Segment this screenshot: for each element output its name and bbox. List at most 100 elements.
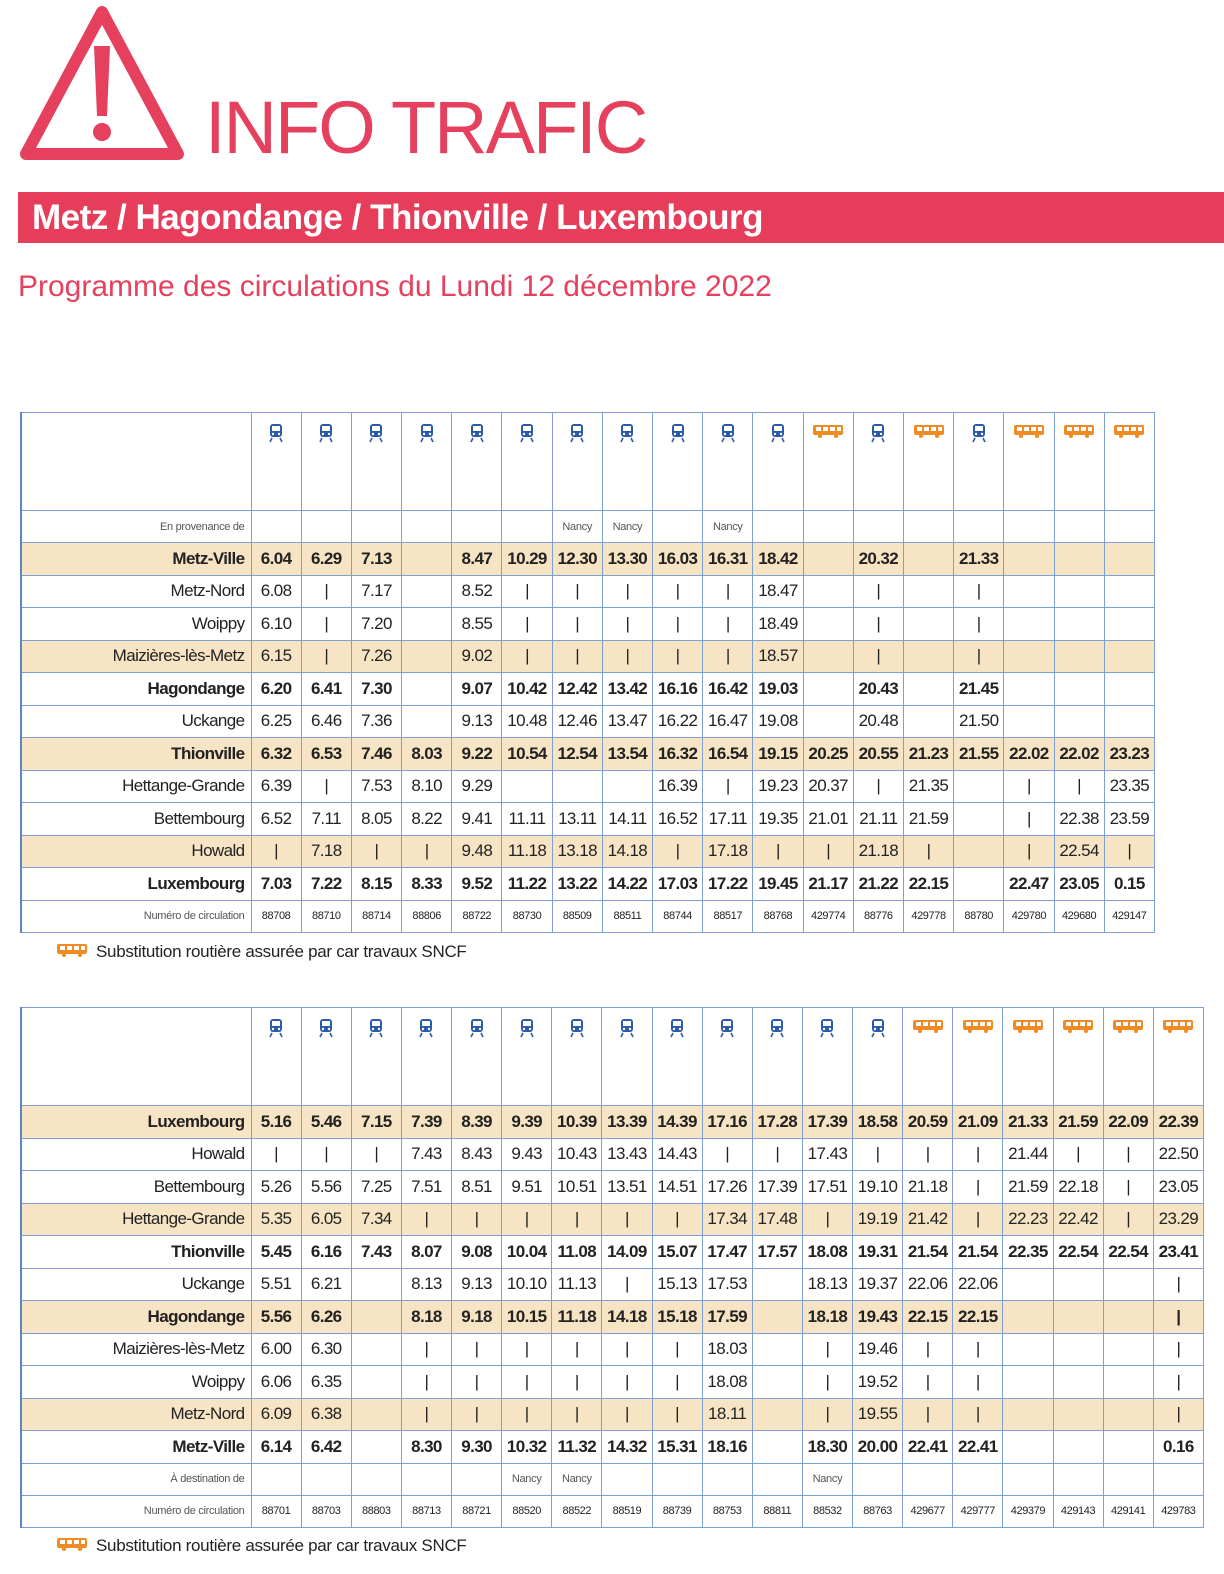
time-cell: | — [501, 1332, 553, 1366]
station-row: Hagondange 6.20 6.41 7.30 9.07 10.42 12.42 13.4… — [20, 672, 1156, 706]
time-cell: 12.54 — [551, 737, 603, 771]
time-cell: | — [501, 1397, 553, 1431]
origin-cell — [1103, 510, 1156, 543]
destination-cell: Nancy — [501, 1462, 553, 1496]
time-cell: 7.34 — [350, 1202, 402, 1236]
time-cell: 11.18 — [551, 1300, 603, 1334]
station-row: Bettembourg 5.26 5.56 7.25 7.51 8.51 9.51 10.51… — [20, 1170, 1205, 1204]
time-cell: 22.54 — [1102, 1235, 1154, 1269]
time-cell: 21.55 — [953, 737, 1005, 771]
time-cell: 16.47 — [702, 704, 754, 738]
time-cell: 22.54 — [1052, 1235, 1104, 1269]
time-cell: 10.39 — [551, 1105, 603, 1139]
time-cell: | — [651, 1202, 703, 1236]
time-cell: 0.16 — [1152, 1430, 1205, 1464]
time-cell: 19.46 — [851, 1332, 904, 1366]
mode-icon — [852, 412, 904, 511]
time-cell: | — [601, 574, 654, 608]
time-cell: 10.04 — [501, 1235, 553, 1269]
time-cell — [902, 607, 955, 641]
time-cell: 21.11 — [852, 802, 904, 836]
time-cell: 16.54 — [702, 737, 754, 771]
time-cell: 10.54 — [501, 737, 553, 771]
time-cell: | — [551, 574, 603, 608]
time-cell — [1103, 704, 1156, 738]
destination-cell — [400, 1462, 453, 1496]
train-number: 88710 — [300, 899, 352, 933]
time-cell: 22.35 — [1002, 1235, 1054, 1269]
time-cell: 11.11 — [501, 802, 553, 836]
time-cell — [350, 1430, 402, 1464]
time-cell: 13.42 — [601, 672, 654, 706]
time-cell: 14.32 — [601, 1430, 653, 1464]
time-cell: | — [651, 1397, 703, 1431]
time-cell: | — [953, 607, 1005, 641]
time-cell: 21.45 — [953, 672, 1005, 706]
time-cell: 7.26 — [350, 639, 403, 673]
time-cell: | — [450, 1202, 503, 1236]
destination-cell — [701, 1462, 753, 1496]
time-cell: 16.32 — [651, 737, 704, 771]
time-cell — [751, 1365, 803, 1399]
time-cell — [802, 607, 854, 641]
time-cell: 6.42 — [300, 1430, 352, 1464]
mode-icon — [801, 1007, 854, 1106]
time-cell — [751, 1332, 803, 1366]
time-cell — [1103, 607, 1156, 641]
time-cell: 8.47 — [451, 542, 503, 576]
time-cell: | — [902, 1365, 954, 1399]
title: INFO TRAFIC — [205, 86, 648, 169]
train-number: 429141 — [1102, 1494, 1154, 1528]
time-cell: 8.30 — [400, 1430, 453, 1464]
time-cell: 9.29 — [451, 769, 503, 803]
train-number: 88739 — [651, 1494, 703, 1528]
train-number: 88517 — [702, 899, 754, 933]
time-cell — [1003, 542, 1055, 576]
time-cell: 14.43 — [651, 1137, 703, 1171]
time-cell: 10.51 — [551, 1170, 603, 1204]
station-name: Maizières-lès-Metz — [20, 1332, 252, 1366]
time-cell: 10.43 — [551, 1137, 603, 1171]
time-cell: 21.42 — [902, 1202, 954, 1236]
time-cell: 7.17 — [350, 574, 403, 608]
time-cell: 10.32 — [501, 1430, 553, 1464]
time-cell: 5.56 — [300, 1170, 352, 1204]
mode-icon — [350, 412, 403, 511]
time-cell: 19.52 — [851, 1365, 904, 1399]
destination-cell — [450, 1462, 503, 1496]
time-cell: | — [501, 639, 553, 673]
origin-cell — [651, 510, 704, 543]
mode-icon — [651, 1007, 703, 1106]
train-number: 88714 — [350, 899, 403, 933]
mode-icon — [501, 412, 553, 511]
time-cell: 7.43 — [400, 1137, 453, 1171]
time-cell — [1052, 1397, 1104, 1431]
corner — [20, 1007, 252, 1106]
time-cell: 17.18 — [702, 834, 754, 868]
station-name: Bettembourg — [20, 802, 252, 836]
time-cell: 19.37 — [851, 1267, 904, 1301]
time-cell — [1102, 1397, 1154, 1431]
time-cell: 9.41 — [451, 802, 503, 836]
time-cell: 6.06 — [250, 1365, 302, 1399]
time-cell: | — [551, 1202, 603, 1236]
train-number: 88776 — [852, 899, 904, 933]
time-cell: 13.11 — [551, 802, 603, 836]
time-cell: 22.09 — [1102, 1105, 1154, 1139]
time-cell: 8.33 — [401, 867, 453, 901]
time-cell: | — [601, 1267, 653, 1301]
mode-icon — [1052, 1007, 1104, 1106]
time-cell — [350, 1332, 402, 1366]
time-cell: 6.10 — [250, 607, 302, 641]
time-cell: 8.15 — [350, 867, 403, 901]
time-cell: 21.17 — [802, 867, 854, 901]
mode-icon — [751, 1007, 803, 1106]
time-cell: 19.03 — [752, 672, 804, 706]
time-cell: 17.39 — [751, 1170, 803, 1204]
time-cell: 17.28 — [751, 1105, 803, 1139]
time-cell: 22.23 — [1002, 1202, 1054, 1236]
time-cell: 6.38 — [300, 1397, 352, 1431]
time-cell: 22.06 — [902, 1267, 954, 1301]
time-cell: 17.22 — [702, 867, 754, 901]
station-row: Maizières-lès-Metz 6.15 | 7.26 9.02 | | | | | 18.5… — [20, 639, 1156, 673]
